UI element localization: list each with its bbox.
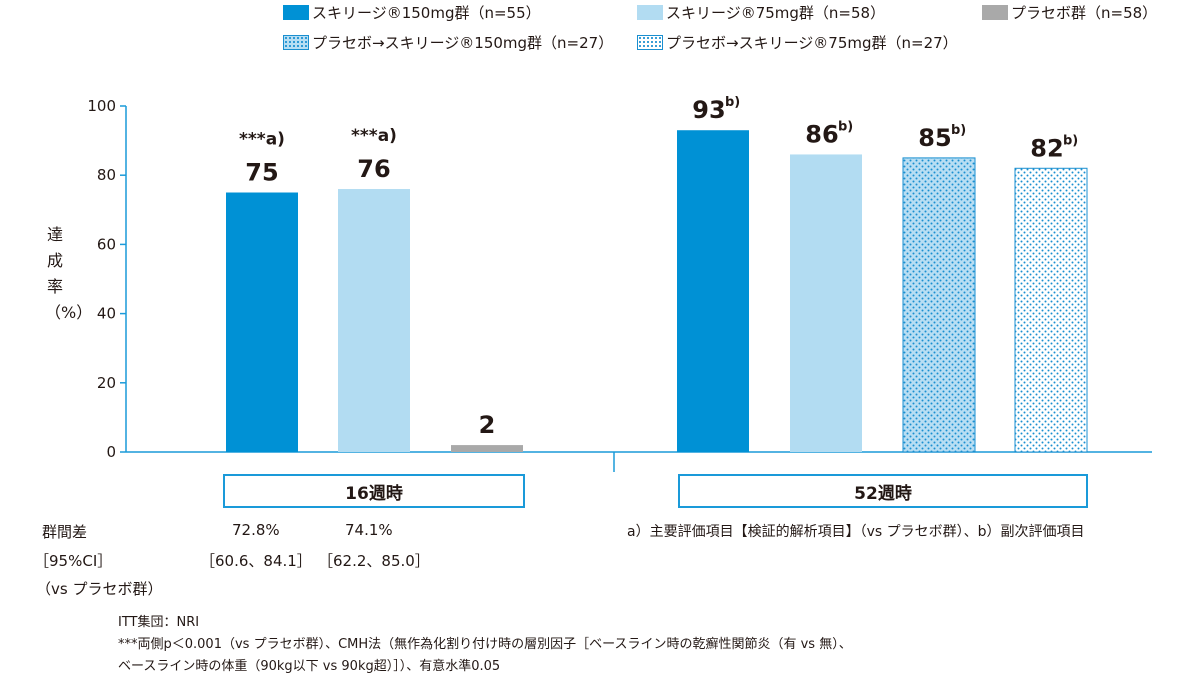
legend-item-placebo-150mg: プラセボ→スキリージ®150mg群（n=27） [283,32,613,53]
bar-value-label: 93 [692,96,725,124]
y-tick-label: 100 [87,97,116,115]
y-tick-label: 60 [97,235,116,253]
diff-label: 群間差 [42,523,88,541]
bar-value-label: 76 [357,155,390,183]
bar-annotation: b) [951,123,966,138]
footnote-population: ITT集団：NRI [118,615,200,630]
ci-value-75mg: ［62.2、85.0］ [318,552,430,570]
y-tick-label: 40 [97,305,116,323]
legend-item-75mg: スキリージ®75mg群（n=58） [637,2,885,23]
bar-value-label: 75 [245,159,278,187]
bar-value-label: 86 [805,120,838,148]
legend-label: プラセボ→スキリージ®150mg群（n=27） [312,34,614,52]
bar-annotation: b) [1063,133,1078,148]
bar [451,445,523,452]
legend-label: スキリージ®75mg群（n=58） [666,4,886,22]
legend-swatch [637,35,663,50]
bar [1014,167,1088,453]
period-label-52w: 52週時 [854,483,912,504]
bar-value-label: 85 [918,124,951,152]
legend-item-placebo-75mg: プラセボ→スキリージ®75mg群（n=27） [637,32,958,53]
legend-item-150mg: スキリージ®150mg群（n=55） [283,2,541,23]
y-tick-label: 20 [97,374,116,392]
legend-label: スキリージ®150mg群（n=55） [312,4,541,22]
bar-value-label: 2 [479,411,496,439]
bar [790,154,862,452]
legend-swatch [637,5,663,20]
bar-annotation: b) [838,119,853,134]
legend-swatch [283,5,309,20]
footnote-significance: ***両側p＜0.001（vs プラセボ群）、CMH法（無作為化割り付け時の層別… [118,637,852,652]
endpoint-note: a）主要評価項目【検証的解析項目】（vs プラセボ群）、b）副次評価項目 [627,524,1085,540]
period-label-16w: 16週時 [345,483,403,504]
y-tick-label: 80 [97,166,116,184]
bar [902,157,976,453]
bar-value-label: 82 [1030,134,1063,162]
legend-label: プラセボ→スキリージ®75mg群（n=27） [666,34,958,52]
legend-swatch [982,5,1008,20]
vs-label: （vs プラセボ群） [36,580,163,598]
bar [338,189,410,453]
period-box-52w: 52週時 [678,474,1088,508]
ci-label: ［95%CI］ [34,552,113,570]
bar-annotation: ***a) [239,130,285,150]
period-box-16w: 16週時 [223,474,525,508]
y-tick-label: 0 [106,443,116,461]
legend-swatch [283,35,309,50]
diff-value-75mg: 74.1% [345,521,393,539]
ci-value-150mg: ［60.6、84.1］ [200,552,312,570]
legend-label: プラセボ群（n=58） [1011,4,1158,22]
y-axis-label: 達成率（%） [40,222,93,326]
y-axis-label-text: 達成率（%） [45,225,93,322]
bar [226,192,298,452]
bar [677,130,749,452]
bar-annotation: ***a) [351,126,397,146]
diff-value-150mg: 72.8% [232,521,280,539]
legend-item-placebo: プラセボ群（n=58） [982,2,1157,23]
bar-annotation: b) [725,95,740,110]
footnote-significance-cont: ベースライン時の体重（90kg以下 vs 90kg超）］）、有意水準0.05 [118,659,501,674]
